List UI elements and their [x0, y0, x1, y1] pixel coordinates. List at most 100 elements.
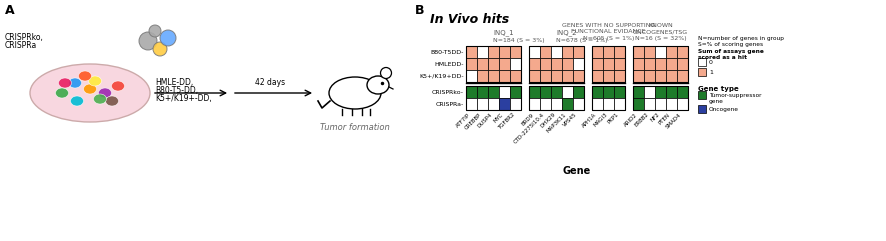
Bar — [540, 46, 550, 58]
Bar — [654, 70, 665, 82]
Text: CRISPRko,: CRISPRko, — [5, 33, 43, 42]
Circle shape — [149, 25, 161, 37]
Bar — [550, 46, 562, 58]
Bar — [633, 86, 643, 98]
Bar — [465, 46, 520, 82]
Bar — [487, 70, 499, 82]
Text: CRISPRa: CRISPRa — [5, 41, 37, 50]
Text: B80-T5DD-: B80-T5DD- — [430, 49, 463, 54]
Bar — [562, 46, 572, 58]
Bar — [633, 58, 643, 70]
Text: B: B — [415, 4, 424, 17]
Bar — [509, 70, 520, 82]
Bar — [572, 70, 583, 82]
Text: S=% of scoring genes: S=% of scoring genes — [697, 42, 762, 47]
Bar — [528, 86, 583, 110]
Text: PKP1: PKP1 — [606, 112, 618, 125]
Text: 1: 1 — [708, 69, 712, 74]
Text: HMLE-DD,: HMLE-DD, — [155, 78, 193, 87]
Text: BRD9: BRD9 — [520, 112, 534, 126]
Text: Gene type: Gene type — [697, 86, 738, 92]
Bar — [477, 46, 487, 58]
Text: A: A — [5, 4, 14, 17]
Text: DHX29: DHX29 — [539, 112, 556, 129]
Text: Tumor-suppressor: Tumor-suppressor — [708, 93, 761, 98]
Bar — [633, 46, 643, 58]
Text: TGFBR2: TGFBR2 — [496, 112, 515, 131]
Bar — [697, 91, 705, 99]
Bar — [676, 70, 688, 82]
Text: VPS45: VPS45 — [562, 112, 578, 128]
Bar — [665, 70, 676, 82]
Text: 0: 0 — [708, 60, 712, 65]
Bar — [528, 98, 540, 110]
Bar — [528, 46, 583, 82]
Bar — [602, 98, 613, 110]
Ellipse shape — [58, 78, 72, 88]
Text: GENES WITH NO SUPPORTING: GENES WITH NO SUPPORTING — [561, 23, 655, 28]
Bar — [613, 58, 625, 70]
Bar — [613, 86, 625, 98]
Text: K5+/K19+-DD,: K5+/K19+-DD, — [155, 94, 212, 103]
Bar — [465, 58, 477, 70]
Text: Sum of assays gene: Sum of assays gene — [697, 49, 763, 54]
Bar — [654, 58, 665, 70]
Bar — [562, 70, 572, 82]
Text: N=678 (S = 1%): N=678 (S = 1%) — [556, 38, 607, 43]
Bar — [487, 98, 499, 110]
Bar — [528, 86, 540, 98]
Bar — [550, 98, 562, 110]
Ellipse shape — [98, 88, 112, 98]
Bar — [697, 105, 705, 113]
Text: INQ_2: INQ_2 — [556, 29, 577, 36]
Bar — [697, 68, 705, 76]
Bar — [465, 98, 477, 110]
Bar — [591, 70, 602, 82]
Bar — [643, 86, 654, 98]
Bar — [643, 46, 654, 58]
Bar — [465, 70, 477, 82]
Bar — [562, 58, 572, 70]
Bar — [572, 46, 583, 58]
Bar — [540, 86, 550, 98]
Text: Oncogene: Oncogene — [708, 107, 738, 112]
Text: MAP3K11: MAP3K11 — [545, 112, 567, 134]
Text: ARID2: ARID2 — [622, 112, 638, 127]
Bar — [602, 58, 613, 70]
Text: K5+/K19+DD-: K5+/K19+DD- — [419, 74, 463, 79]
Bar — [633, 86, 688, 110]
Text: CRISPRa-: CRISPRa- — [435, 101, 463, 107]
Ellipse shape — [83, 84, 97, 94]
Bar — [477, 70, 487, 82]
Bar — [487, 58, 499, 70]
Bar — [572, 86, 583, 98]
Text: MAGI3: MAGI3 — [592, 112, 608, 128]
Bar — [477, 86, 487, 98]
Circle shape — [159, 30, 175, 46]
Text: APH1A: APH1A — [580, 112, 597, 128]
Bar — [477, 98, 487, 110]
Text: INQ_1: INQ_1 — [493, 29, 514, 36]
Bar — [633, 70, 643, 82]
Bar — [591, 58, 602, 70]
Ellipse shape — [112, 81, 124, 91]
Bar — [602, 46, 613, 58]
Bar — [676, 46, 688, 58]
Bar — [509, 46, 520, 58]
Text: B80-T5-DD,: B80-T5-DD, — [155, 86, 198, 95]
Text: NF2: NF2 — [649, 112, 660, 123]
Text: CRISPRko-: CRISPRko- — [431, 89, 463, 94]
Bar — [665, 58, 676, 70]
Text: MYC: MYC — [493, 112, 504, 124]
Bar — [654, 86, 665, 98]
Bar — [540, 98, 550, 110]
Text: N=605 (S = 1%): N=605 (S = 1%) — [582, 36, 633, 41]
Text: ATF7IP: ATF7IP — [455, 112, 471, 128]
Bar — [550, 86, 562, 98]
Bar — [591, 98, 602, 110]
Bar — [665, 86, 676, 98]
Bar — [499, 70, 509, 82]
Ellipse shape — [105, 96, 119, 106]
Bar — [676, 98, 688, 110]
Bar — [509, 86, 520, 98]
